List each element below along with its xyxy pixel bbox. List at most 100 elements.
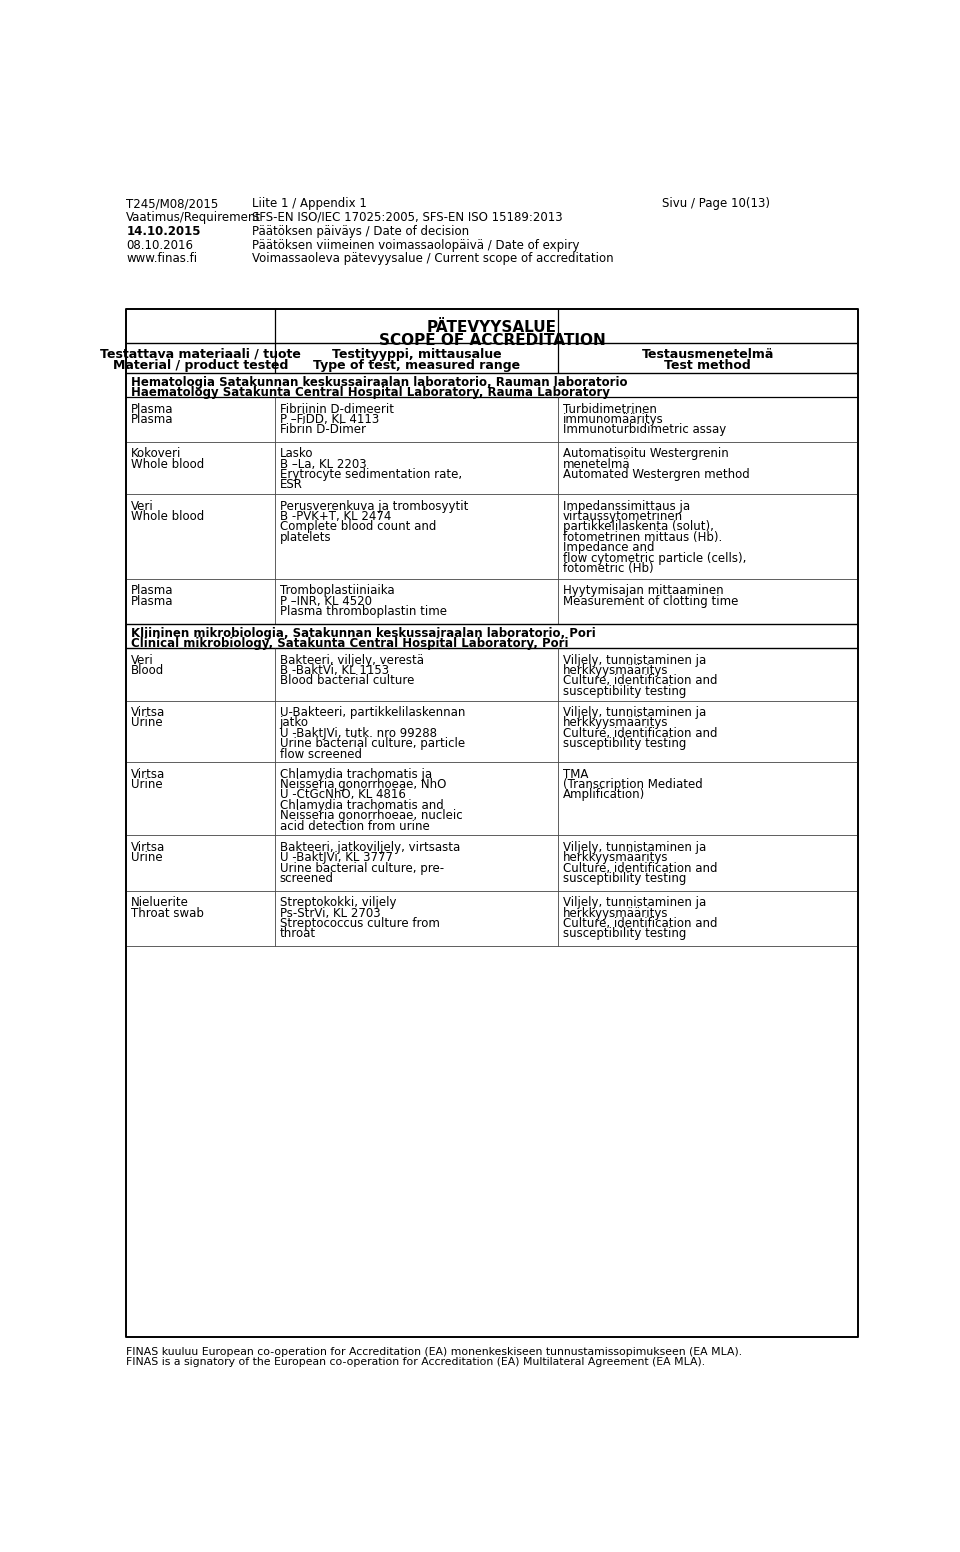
Text: FINAS is a signatory of the European co-operation for Accreditation (EA) Multila: FINAS is a signatory of the European co-… — [126, 1358, 706, 1367]
Text: SCOPE OF ACCREDITATION: SCOPE OF ACCREDITATION — [378, 332, 606, 348]
Text: Testityyppi, mittausalue: Testityyppi, mittausalue — [331, 348, 501, 362]
Text: Culture, identification and: Culture, identification and — [563, 675, 717, 688]
Text: Neisseria gonorrhoeae, NhO: Neisseria gonorrhoeae, NhO — [279, 778, 446, 792]
Text: Erytrocyte sedimentation rate,: Erytrocyte sedimentation rate, — [279, 469, 462, 481]
Text: Päätöksen viimeinen voimassaolopäivä / Date of expiry: Päätöksen viimeinen voimassaolopäivä / D… — [252, 239, 579, 251]
Text: Voimassaoleva pätevyysalue / Current scope of accreditation: Voimassaoleva pätevyysalue / Current sco… — [252, 253, 613, 265]
Text: Lasko: Lasko — [279, 447, 313, 461]
Text: jatko: jatko — [279, 717, 309, 729]
Text: (Transcription Mediated: (Transcription Mediated — [563, 778, 703, 792]
Text: Culture, identification and: Culture, identification and — [563, 861, 717, 874]
Text: Tromboplastiiniaika: Tromboplastiiniaika — [279, 585, 395, 598]
Text: throat: throat — [279, 928, 316, 941]
Text: Haematology Satakunta Central Hospital Laboratory, Rauma Laboratory: Haematology Satakunta Central Hospital L… — [131, 386, 610, 399]
Text: susceptibility testing: susceptibility testing — [563, 872, 685, 885]
Text: Bakteeri, viljely, verestä: Bakteeri, viljely, verestä — [279, 653, 423, 667]
Text: Nieluerite: Nieluerite — [131, 896, 189, 909]
Text: Hyytymisajan mittaaminen: Hyytymisajan mittaaminen — [563, 585, 723, 598]
Text: www.finas.fi: www.finas.fi — [126, 253, 198, 265]
Text: P –INR, KL 4520: P –INR, KL 4520 — [279, 594, 372, 608]
Text: Kokoveri: Kokoveri — [131, 447, 181, 461]
Text: immunomääritys: immunomääritys — [563, 413, 663, 425]
Text: Päätöksen päiväys / Date of decision: Päätöksen päiväys / Date of decision — [252, 225, 468, 237]
Text: Viljely, tunnistaminen ja: Viljely, tunnistaminen ja — [563, 706, 706, 719]
Text: Material / product tested: Material / product tested — [113, 359, 288, 372]
Text: Blood bacterial culture: Blood bacterial culture — [279, 675, 414, 688]
Text: Vaatimus/Requirement: Vaatimus/Requirement — [126, 211, 261, 223]
Text: Immunoturbidimetric assay: Immunoturbidimetric assay — [563, 424, 726, 436]
Text: Clinical mikrobiology, Satakunta Central Hospital Laboratory, Pori: Clinical mikrobiology, Satakunta Central… — [131, 638, 568, 650]
Text: Sivu / Page 10(13): Sivu / Page 10(13) — [662, 197, 771, 210]
Text: Plasma: Plasma — [131, 594, 174, 608]
Text: U -BaktJVi, KL 3777: U -BaktJVi, KL 3777 — [279, 850, 393, 864]
Text: Urine: Urine — [131, 850, 162, 864]
Text: 08.10.2016: 08.10.2016 — [126, 239, 193, 251]
Text: Type of test, measured range: Type of test, measured range — [313, 359, 520, 372]
Text: Virtsa: Virtsa — [131, 841, 165, 854]
Text: Streptococcus culture from: Streptococcus culture from — [279, 917, 440, 930]
Text: P –FiDD, KL 4113: P –FiDD, KL 4113 — [279, 413, 379, 425]
Text: Automated Westergren method: Automated Westergren method — [563, 469, 749, 481]
Text: Perusverenkuva ja trombosyytit: Perusverenkuva ja trombosyytit — [279, 500, 468, 512]
Text: fotometric (Hb): fotometric (Hb) — [563, 562, 653, 574]
Text: Culture, identification and: Culture, identification and — [563, 726, 717, 740]
Text: Test method: Test method — [664, 359, 752, 372]
Text: Testausmenetelmä: Testausmenetelmä — [641, 348, 774, 362]
Text: partikkelilaskenta (solut),: partikkelilaskenta (solut), — [563, 520, 713, 534]
Text: Ps-StrVi, KL 2703: Ps-StrVi, KL 2703 — [279, 906, 380, 920]
Text: platelets: platelets — [279, 531, 331, 543]
Text: Fibriinin D-dimeerit: Fibriinin D-dimeerit — [279, 402, 394, 416]
Text: Virtsa: Virtsa — [131, 706, 165, 719]
Text: 14.10.2015: 14.10.2015 — [126, 225, 201, 237]
Text: flow screened: flow screened — [279, 748, 362, 760]
Text: U-Bakteeri, partikkelilaskennan: U-Bakteeri, partikkelilaskennan — [279, 706, 465, 719]
Text: T245/M08/2015: T245/M08/2015 — [126, 197, 219, 210]
Text: Chlamydia trachomatis and: Chlamydia trachomatis and — [279, 799, 444, 812]
Text: herkkyysmääritys: herkkyysmääritys — [563, 850, 668, 864]
Text: Virtsa: Virtsa — [131, 768, 165, 781]
Text: FINAS kuuluu European co-operation for Accreditation (EA) monenkeskiseen tunnust: FINAS kuuluu European co-operation for A… — [126, 1347, 742, 1358]
Text: herkkyysmääritys: herkkyysmääritys — [563, 906, 668, 920]
Text: Kliininen mikrobiologia, Satakunnan keskussairaalan laboratorio, Pori: Kliininen mikrobiologia, Satakunnan kesk… — [131, 627, 595, 641]
Text: susceptibility testing: susceptibility testing — [563, 737, 685, 750]
Text: Throat swab: Throat swab — [131, 906, 204, 920]
Text: Plasma: Plasma — [131, 413, 174, 425]
Text: Blood: Blood — [131, 664, 164, 677]
Text: Viljely, tunnistaminen ja: Viljely, tunnistaminen ja — [563, 896, 706, 909]
Text: Hematologia Satakunnan keskussairaalan laboratorio, Rauman laboratorio: Hematologia Satakunnan keskussairaalan l… — [131, 377, 627, 390]
Text: Plasma thromboplastin time: Plasma thromboplastin time — [279, 605, 446, 618]
Text: flow cytometric particle (cells),: flow cytometric particle (cells), — [563, 551, 746, 565]
Text: herkkyysmääritys: herkkyysmääritys — [563, 717, 668, 729]
Text: Viljely, tunnistaminen ja: Viljely, tunnistaminen ja — [563, 841, 706, 854]
Text: Urine bacterial culture, particle: Urine bacterial culture, particle — [279, 737, 465, 750]
Text: U -CtGcNhO, KL 4816: U -CtGcNhO, KL 4816 — [279, 788, 405, 801]
Text: B -PVK+T, KL 2474: B -PVK+T, KL 2474 — [279, 511, 391, 523]
Text: Liite 1 / Appendix 1: Liite 1 / Appendix 1 — [252, 197, 367, 210]
Text: Viljely, tunnistaminen ja: Viljely, tunnistaminen ja — [563, 653, 706, 667]
Text: Plasma: Plasma — [131, 585, 174, 598]
Text: Testattava materiaali / tuote: Testattava materiaali / tuote — [100, 348, 301, 362]
Text: B -BaktVi, KL 1153: B -BaktVi, KL 1153 — [279, 664, 389, 677]
Text: Plasma: Plasma — [131, 402, 174, 416]
Text: Streptokokki, viljely: Streptokokki, viljely — [279, 896, 396, 909]
Text: susceptibility testing: susceptibility testing — [563, 684, 685, 698]
Text: virtaussytometrinen: virtaussytometrinen — [563, 511, 683, 523]
Text: Measurement of clotting time: Measurement of clotting time — [563, 594, 738, 608]
Text: B –La, KL 2203: B –La, KL 2203 — [279, 458, 367, 470]
Text: Bakteeri, jatkoviljely, virtsasta: Bakteeri, jatkoviljely, virtsasta — [279, 841, 460, 854]
Bar — [126, 309, 858, 1336]
Text: Impedance and: Impedance and — [563, 542, 654, 554]
Text: Whole blood: Whole blood — [131, 458, 204, 470]
Text: Whole blood: Whole blood — [131, 511, 204, 523]
Text: acid detection from urine: acid detection from urine — [279, 819, 429, 832]
Text: Urine: Urine — [131, 778, 162, 792]
Text: screened: screened — [279, 872, 334, 885]
Text: Urine bacterial culture, pre-: Urine bacterial culture, pre- — [279, 861, 444, 874]
Text: SFS-EN ISO/IEC 17025:2005, SFS-EN ISO 15189:2013: SFS-EN ISO/IEC 17025:2005, SFS-EN ISO 15… — [252, 211, 563, 223]
Text: Culture, identification and: Culture, identification and — [563, 917, 717, 930]
Text: Impedanssimittaus ja: Impedanssimittaus ja — [563, 500, 689, 512]
Text: herkkyysmääritys: herkkyysmääritys — [563, 664, 668, 677]
Text: menetelmä: menetelmä — [563, 458, 630, 470]
Text: Turbidimetrinen: Turbidimetrinen — [563, 402, 657, 416]
Text: Complete blood count and: Complete blood count and — [279, 520, 436, 534]
